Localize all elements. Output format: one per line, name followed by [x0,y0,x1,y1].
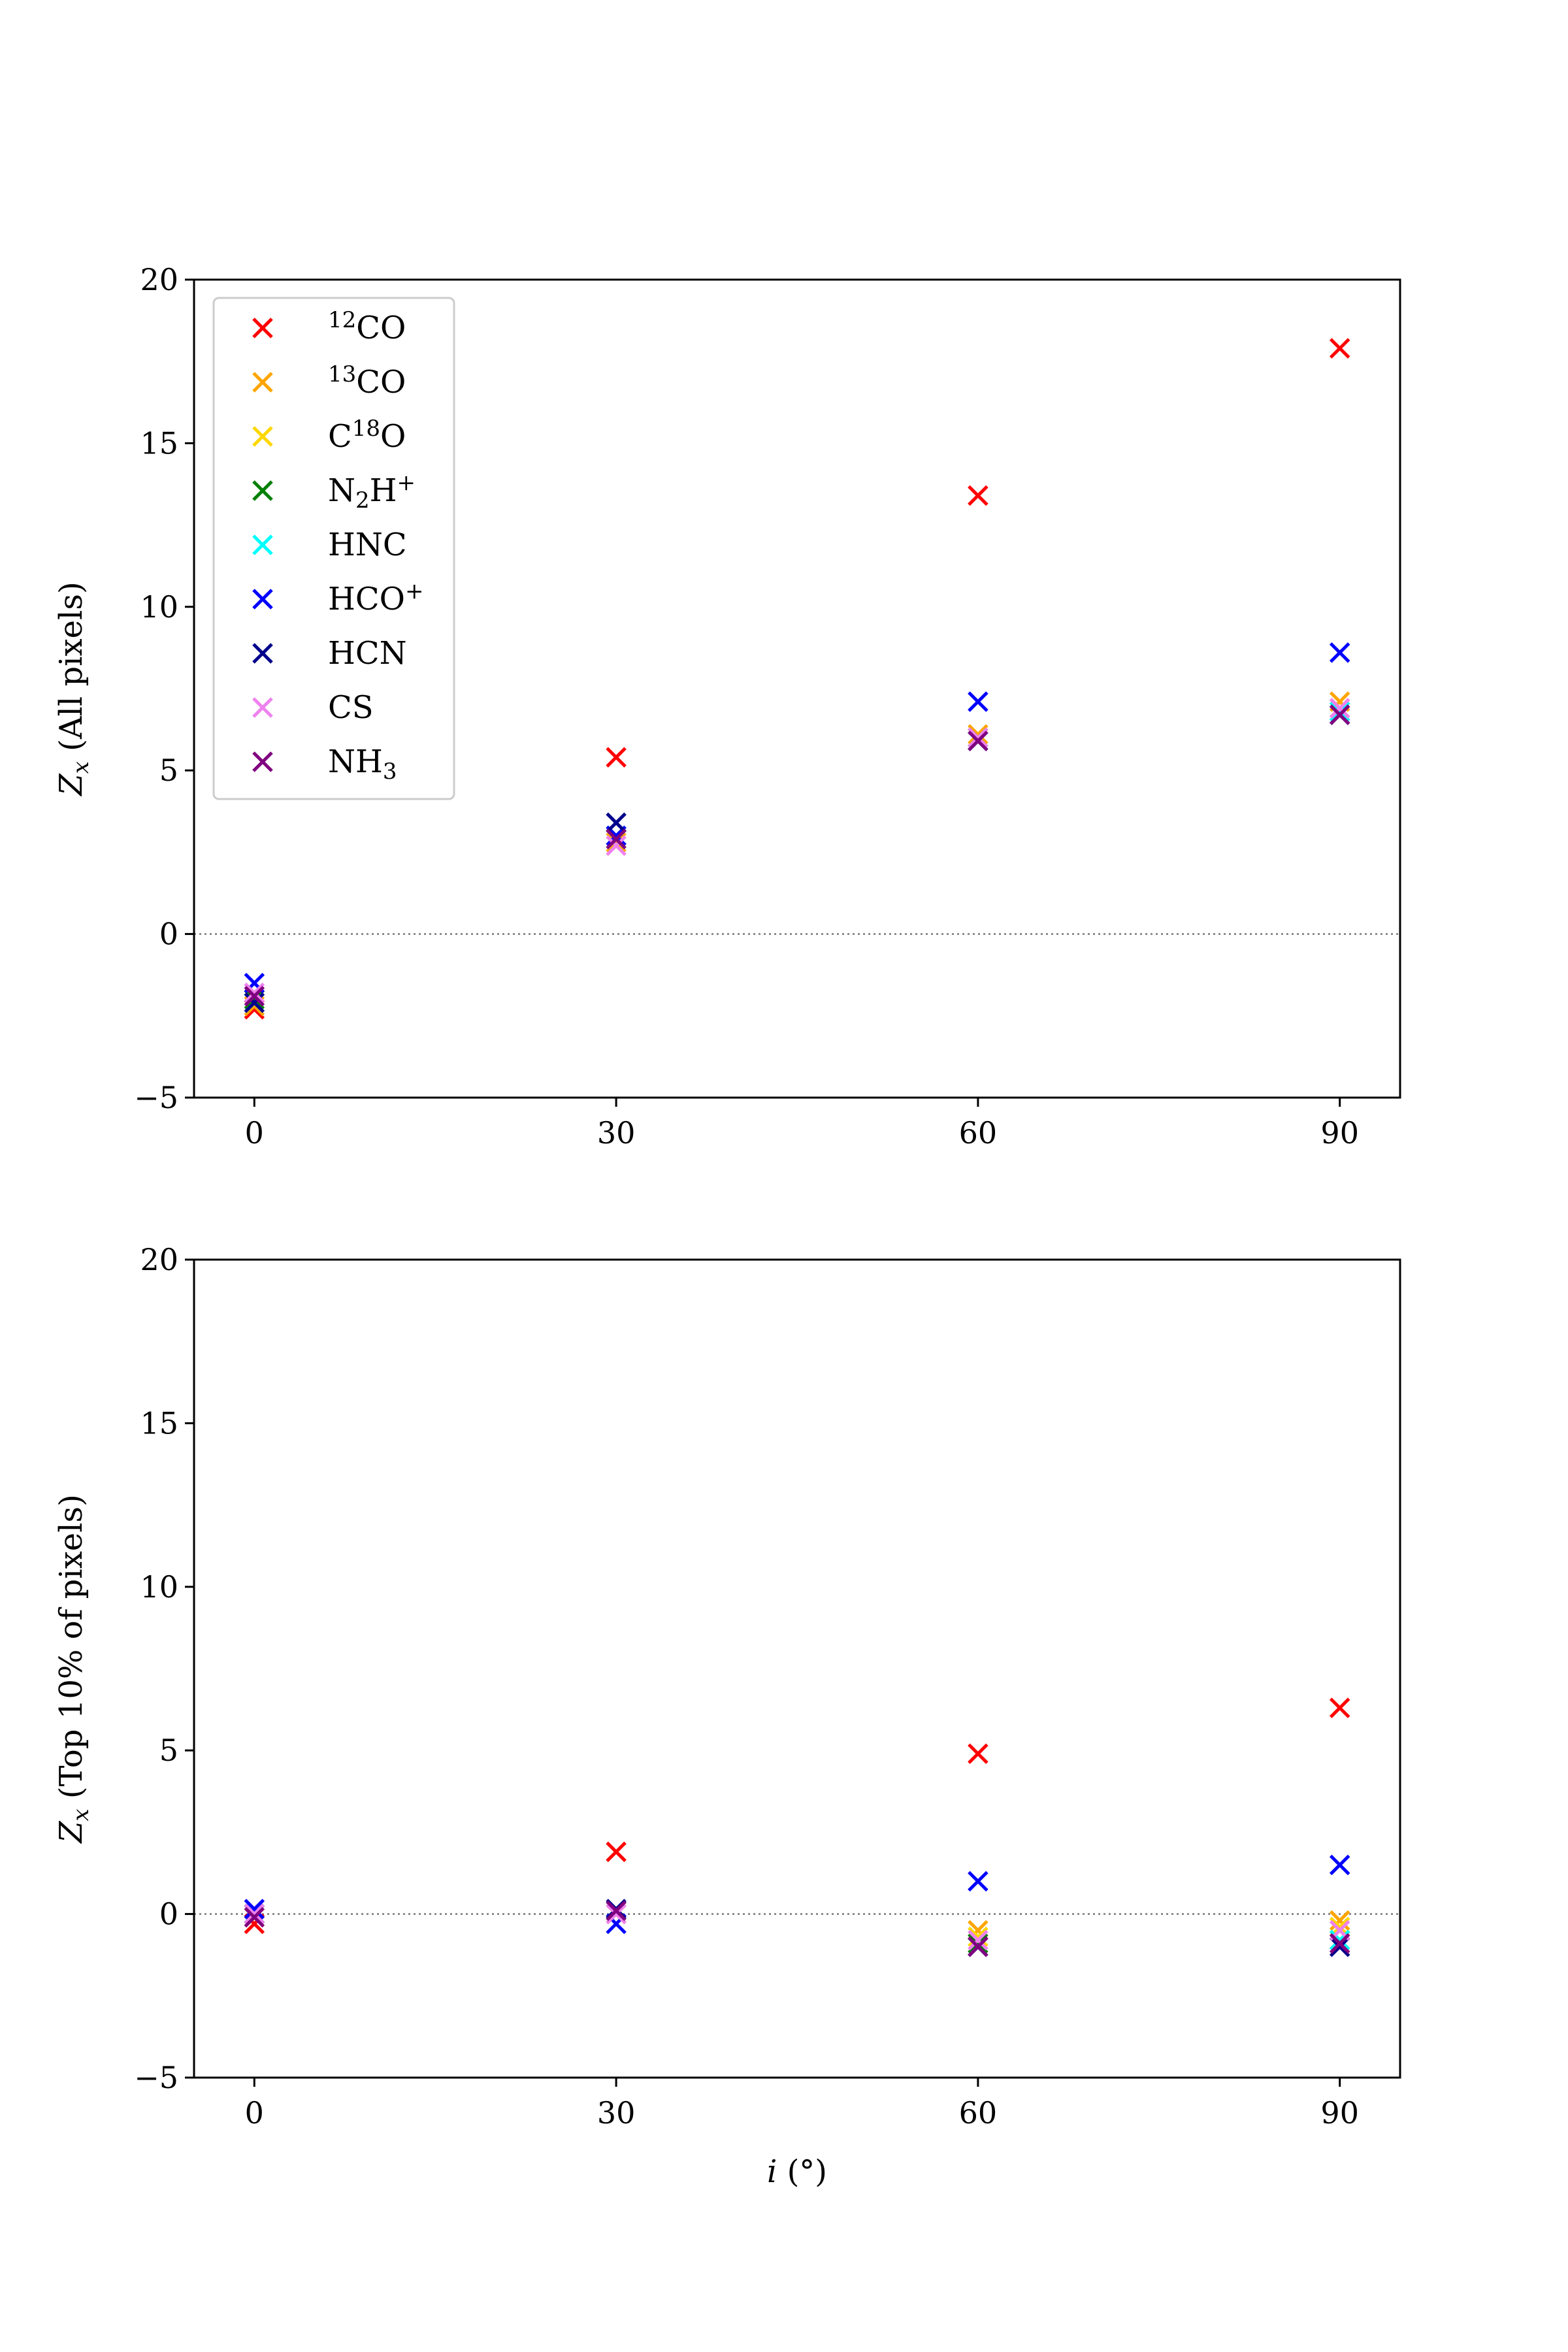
legend-marker-12co [252,318,273,338]
legend-label-13co: 13CO [328,361,406,400]
legend-marker-hcn [252,643,273,664]
y-tick-label: 20 [140,262,178,297]
series-12co [244,338,1350,1020]
panel-top-10-percent: 0 30 60 90 −5 0 5 10 15 20 Zx (Top 10% of pixels) i… [53,1242,1401,2190]
legend-label-hnc: HNC [328,527,407,563]
data-point-hnc [1329,701,1350,722]
legend-marker-cs [252,697,273,718]
data-point-nh3 [1329,704,1350,725]
legend-label-12co: 12CO [328,307,406,346]
legend-marker-c18o [252,426,273,447]
y-axis-label: Zx (All pixels) [53,581,94,796]
y-tick-label: −5 [134,2060,178,2095]
data-point-cs [968,1929,988,1951]
data-point-cs [244,982,265,1004]
data-point-12co [1329,338,1350,359]
data-point-hcn [1329,1936,1350,1957]
data-point-12co [606,1841,627,1863]
y-tick-label: 10 [140,589,178,625]
x-tick-label: 60 [959,1115,998,1151]
plot-frame [193,1258,1401,2079]
data-point-hco [968,1870,988,1892]
plot-frame [193,278,1401,1099]
data-point-hcn [606,812,627,834]
data-point-c18o [968,1926,988,1948]
y-tick-label: 5 [159,753,178,788]
data-point-n2h [244,988,265,1010]
series-cs [244,698,1350,1004]
legend-label-n2h: N2H+ [328,470,416,514]
data-point-cs [244,1903,265,1925]
data-point-hco [1329,1854,1350,1876]
data-point-12co [244,1913,265,1935]
data-point-nh3 [1329,1933,1350,1954]
x-tick-label: 30 [597,1115,636,1151]
y-tick-label: −5 [134,1080,178,1115]
series-12co [244,1697,1350,1935]
panel-all-pixels: 0 30 60 90 −5 0 5 10 15 20 Zx (All pixels) 12CO 13CO… [53,262,1401,1151]
y-tick-label: 5 [159,1733,178,1768]
data-point-nh3 [968,730,988,751]
legend-marker-nh3 [252,751,273,772]
legend-marker-13co [252,372,273,393]
x-axis-label: i (°) [767,2153,827,2190]
legend-box [212,297,455,800]
data-point-12co [968,1743,988,1764]
legend-label-hco: HCO+ [328,578,423,617]
data-point-hco [968,691,988,712]
legend-label-c18o: C18O [328,416,406,455]
x-tick-label: 90 [1320,2095,1359,2131]
data-point-12co [968,485,988,506]
data-point-cs [606,835,627,857]
data-point-13co [968,724,988,745]
data-point-hnc [1329,1929,1350,1951]
legend-label-nh3: NH3 [328,743,397,785]
legend-marker-n2h [252,480,273,501]
y-tick-label: 0 [159,917,178,952]
data-point-nh3 [606,828,627,850]
data-point-12co [1329,1697,1350,1718]
x-tick-label: 30 [597,2095,636,2131]
legend: 12CO 13CO C18O N2H+ HNC HCO+ HCN CS NH3 [212,297,455,800]
data-point-cs [1329,698,1350,719]
y-tick-label: 20 [140,1242,178,1277]
data-point-13co [1329,1910,1350,1931]
data-point-nh3 [244,1906,265,1928]
y-tick-label: 15 [140,425,178,461]
legend-label-hcn: HCN [328,635,407,672]
data-point-hcn [244,992,265,1013]
y-tick-label: 0 [159,1897,178,1932]
data-point-cs [606,1903,627,1925]
legend-marker-hco [252,589,273,610]
data-point-12co [606,747,627,768]
data-point-nh3 [606,1900,627,1921]
legend-label-cs: CS [328,689,374,726]
x-tick-label: 60 [959,2095,998,2131]
data-point-hco [1329,642,1350,663]
y-tick-label: 10 [140,1569,178,1605]
legend-marker-hnc [252,534,273,555]
y-axis-label: Zx (Top 10% of pixels) [53,1494,94,1844]
y-tick-label: 15 [140,1405,178,1441]
data-point-nh3 [244,985,265,1007]
x-tick-label: 0 [245,1115,264,1151]
data-point-n2h [968,1933,988,1954]
x-tick-label: 90 [1320,1115,1359,1151]
x-tick-label: 0 [245,2095,264,2131]
series-nh3 [244,704,1350,1007]
data-point-nh3 [968,1936,988,1957]
series-nh3 [244,1900,1350,1957]
data-point-cs [968,727,988,748]
data-point-hco [244,1899,265,1919]
data-point-13co [606,832,627,853]
